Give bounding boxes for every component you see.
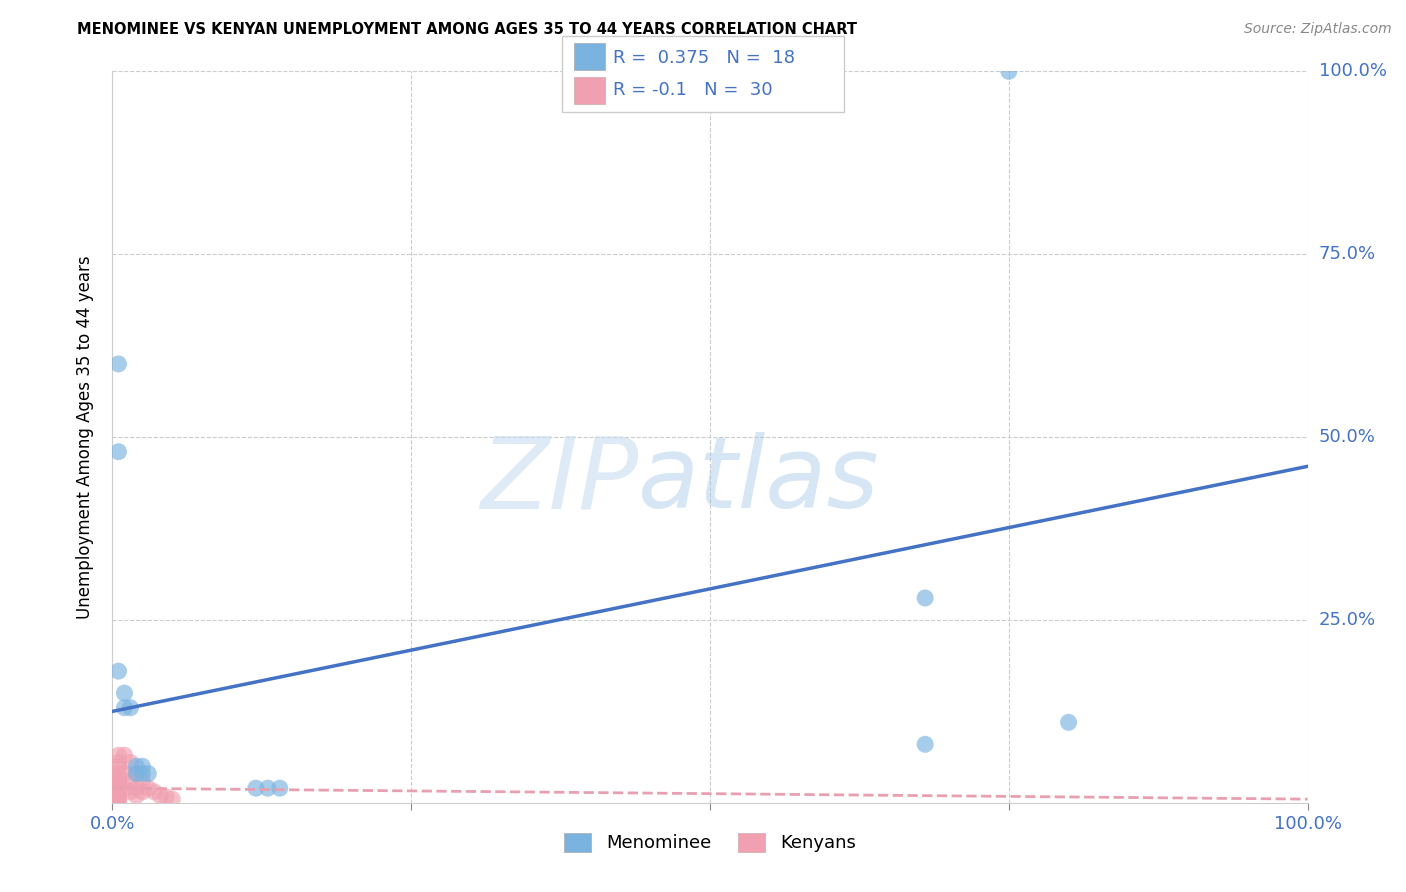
Point <box>269 781 291 796</box>
Point <box>107 785 129 799</box>
Text: atlas: atlas <box>638 433 880 530</box>
Text: Source: ZipAtlas.com: Source: ZipAtlas.com <box>1244 22 1392 37</box>
Point <box>998 64 1021 78</box>
Text: MENOMINEE VS KENYAN UNEMPLOYMENT AMONG AGES 35 TO 44 YEARS CORRELATION CHART: MENOMINEE VS KENYAN UNEMPLOYMENT AMONG A… <box>77 22 858 37</box>
Point <box>131 766 153 780</box>
Point <box>257 781 280 796</box>
Point <box>131 773 153 788</box>
Point <box>143 785 166 799</box>
Y-axis label: Unemployment Among Ages 35 to 44 years: Unemployment Among Ages 35 to 44 years <box>76 255 94 619</box>
Point <box>114 748 135 763</box>
Point <box>107 778 129 792</box>
Point <box>107 770 129 784</box>
Point <box>107 444 129 458</box>
Text: 50.0%: 50.0% <box>1319 428 1375 446</box>
Point <box>114 700 135 714</box>
Point <box>245 781 267 796</box>
Text: ZIP: ZIP <box>479 433 638 530</box>
Point <box>120 756 142 770</box>
Point <box>120 785 142 799</box>
Point <box>125 759 148 773</box>
Point <box>120 700 142 714</box>
Point <box>107 793 129 807</box>
Text: R = -0.1   N =  30: R = -0.1 N = 30 <box>613 81 773 99</box>
Point <box>107 664 129 678</box>
Point <box>107 791 129 805</box>
Point <box>114 686 135 700</box>
Point <box>107 781 129 796</box>
Point <box>914 737 936 751</box>
Point <box>107 759 129 773</box>
Point <box>107 773 129 788</box>
Point <box>125 766 148 780</box>
Text: R =  0.375   N =  18: R = 0.375 N = 18 <box>613 49 794 68</box>
Point <box>138 766 160 780</box>
Point <box>107 794 129 808</box>
Point <box>131 785 153 799</box>
Point <box>107 748 129 763</box>
Legend: Menominee, Kenyans: Menominee, Kenyans <box>557 826 863 860</box>
Point <box>1057 715 1080 730</box>
Point <box>125 789 148 803</box>
Point <box>120 773 142 788</box>
Point <box>162 792 183 806</box>
Text: 75.0%: 75.0% <box>1319 245 1376 263</box>
Text: 25.0%: 25.0% <box>1319 611 1376 629</box>
Text: 100.0%: 100.0% <box>1319 62 1386 80</box>
Point <box>107 357 129 371</box>
Point <box>914 591 936 605</box>
Point <box>138 781 160 796</box>
Point <box>107 766 129 780</box>
Point <box>107 789 129 804</box>
Point <box>149 789 172 803</box>
Point <box>125 766 148 780</box>
Point <box>131 759 153 773</box>
Point <box>114 781 135 796</box>
Point <box>107 789 129 803</box>
Point <box>114 766 135 780</box>
Point <box>155 789 177 804</box>
Point <box>125 781 148 796</box>
Point <box>107 756 129 770</box>
